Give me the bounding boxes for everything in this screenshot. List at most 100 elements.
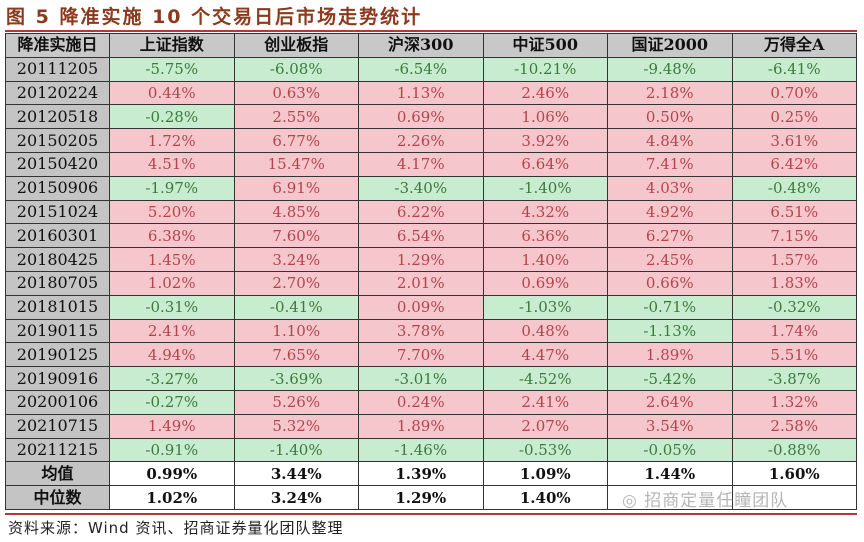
stat-value: 1.39% [358,461,484,487]
return-cell: 1.74% [731,318,857,344]
date-cell: 20190125 [5,342,110,368]
return-cell: 7.15% [731,223,857,249]
date-cell: 20190916 [5,366,110,391]
stat-value: 1.44% [607,461,733,487]
column-header: 沪深300 [358,33,484,58]
return-cell: -0.05% [607,437,733,463]
return-cell: 7.70% [358,342,484,368]
figure-title: 图 5 降准实施 10 个交易日后市场走势统计 [6,6,423,28]
table-row: 20180425 1.45% 3.24% 1.29% 1.40% 2.45% 1.57% [5,247,857,272]
date-cell: 20210715 [5,413,110,439]
date-cell: 20181015 [5,294,110,320]
date-cell: 20180425 [5,247,110,272]
return-cell: -1.46% [358,437,484,463]
return-cell: 2.07% [482,413,608,439]
column-header: 中证500 [482,33,608,58]
return-cell: -3.69% [233,366,359,391]
return-cell: 0.63% [233,80,359,106]
stat-label: 中位数 [5,485,110,510]
return-cell: 3.54% [607,413,733,439]
table-row: 20211215 -0.91% -1.40% -1.46% -0.53% -0.05% -0… [5,437,857,463]
return-cell: -1.40% [233,437,359,463]
table-row: 20180705 1.02% 2.70% 2.01% 0.69% 0.66% 1.83% [5,270,857,296]
return-cell: 2.41% [482,389,608,415]
return-cell: 4.17% [358,151,484,177]
return-cell: 1.29% [358,247,484,272]
return-cell: 6.22% [358,199,484,225]
watermark: ◎ 招商定量任瞳团队 [622,491,789,511]
date-cell: 20120518 [5,104,110,130]
return-cell: -6.08% [233,56,359,82]
return-cell: 1.32% [731,389,857,415]
table-row: 20120224 0.44% 0.63% 1.13% 2.46% 2.18% 0.70% [5,80,857,106]
return-cell: 1.02% [109,270,235,296]
return-cell: 1.89% [607,342,733,368]
date-cell: 20180705 [5,270,110,296]
stat-value: 3.24% [233,485,359,510]
return-cell: 6.27% [607,223,733,249]
return-cell: 4.47% [482,342,608,368]
column-header: 降准实施日 [5,33,110,58]
table-row: 20151024 5.20% 4.85% 6.22% 4.32% 4.92% 6.51% [5,199,857,225]
table-row: 20150420 4.51% 15.47% 4.17% 6.64% 7.41% 6.42% [5,151,857,177]
return-cell: -1.03% [482,294,608,320]
return-cell: -0.71% [607,294,733,320]
return-cell: 2.46% [482,80,608,106]
stat-value: 1.09% [482,461,608,487]
return-cell: -0.48% [731,175,857,201]
return-cell: 2.18% [607,80,733,106]
table-row: 20150906 -1.97% 6.91% -3.40% -1.40% 4.03% -0.4… [5,175,857,201]
return-cell: -0.32% [731,294,857,320]
column-header: 上证指数 [109,33,235,58]
return-cell: 2.64% [607,389,733,415]
return-cell: -5.42% [607,366,733,391]
stat-value: 1.29% [358,485,484,510]
return-cell: -0.28% [109,104,235,130]
return-cell: 0.50% [607,104,733,130]
return-cell: 0.69% [482,270,608,296]
return-cell: 1.89% [358,413,484,439]
stat-value: 0.99% [109,461,235,487]
stat-row: 中位数 1.02% 3.24% 1.29% 1.40% [5,485,857,510]
return-cell: -3.27% [109,366,235,391]
table-row: 20150205 1.72% 6.77% 2.26% 3.92% 4.84% 3.61% [5,128,857,153]
return-cell: -6.41% [731,56,857,82]
table-row: 20190916 -3.27% -3.69% -3.01% -4.52% -5.42% -3… [5,366,857,391]
return-cell: 2.41% [109,318,235,344]
date-cell: 20211215 [5,437,110,463]
return-cell: -0.27% [109,389,235,415]
return-cell: -0.53% [482,437,608,463]
return-cell: 5.51% [731,342,857,368]
return-cell: 0.44% [109,80,235,106]
return-cell: 6.51% [731,199,857,225]
return-cell: 4.92% [607,199,733,225]
return-cell: 4.94% [109,342,235,368]
return-cell: 2.58% [731,413,857,439]
table-row: 20190115 2.41% 1.10% 3.78% 0.48% -1.13% 1.74% [5,318,857,344]
return-cell: 1.45% [109,247,235,272]
return-cell: 4.03% [607,175,733,201]
column-header: 万得全A [731,33,857,58]
return-cell: 0.25% [731,104,857,130]
return-cell: 4.51% [109,151,235,177]
stat-label: 均值 [5,461,110,487]
return-cell: 0.70% [731,80,857,106]
return-cell: 3.61% [731,128,857,153]
return-cell: 5.32% [233,413,359,439]
date-cell: 20190115 [5,318,110,344]
return-cell: 0.48% [482,318,608,344]
return-cell: 1.10% [233,318,359,344]
table-row: 20181015 -0.31% -0.41% 0.09% -1.03% -0.71% -0.… [5,294,857,320]
table-row: 20120518 -0.28% 2.55% 0.69% 1.06% 0.50% 0.25% [5,104,857,130]
return-cell: 4.32% [482,199,608,225]
return-cell: -10.21% [482,56,608,82]
return-cell: 6.54% [358,223,484,249]
return-cell: 2.01% [358,270,484,296]
return-cell: 6.36% [482,223,608,249]
return-cell: -0.91% [109,437,235,463]
date-cell: 20150906 [5,175,110,201]
return-cell: 1.49% [109,413,235,439]
return-cell: 7.41% [607,151,733,177]
source-note: 资料来源：Wind 资讯、招商证券量化团队整理 [8,519,344,537]
return-cell: 0.69% [358,104,484,130]
